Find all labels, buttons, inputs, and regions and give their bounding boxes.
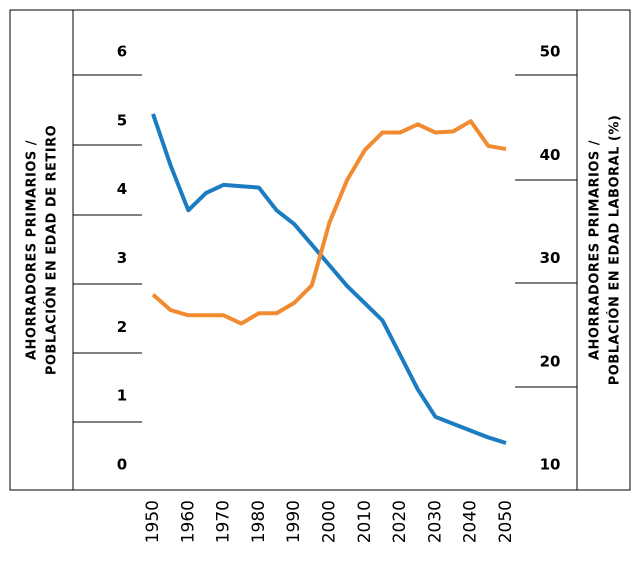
x-tick-label: 1950 [143, 500, 163, 543]
series-line [151, 113, 507, 445]
y2-tick-label: 40 [540, 146, 561, 164]
y-tick-label: 3 [117, 249, 127, 267]
y2-tick-label: 30 [540, 249, 561, 267]
right-separators [515, 74, 577, 388]
x-tick-label: 2000 [320, 500, 340, 543]
y2-axis-label: AHORRADORES PRIMARIOS / POBLACIÓN EN EDA… [588, 115, 623, 386]
x-tick-label: 2050 [496, 500, 516, 543]
y2-axis-label-line: POBLACIÓN EN EDAD LABORAL (%) [607, 115, 623, 386]
x-tick-label: 2020 [390, 500, 410, 543]
y2-tick-label: 50 [540, 43, 561, 61]
y-axis-label-line: AHORRADORES PRIMARIOS / [25, 140, 40, 360]
series-line [151, 119, 507, 326]
y-tick-label: 2 [117, 318, 127, 336]
x-tick-label: 1980 [249, 500, 269, 543]
y2-tick-label: 20 [540, 352, 561, 370]
frame [9, 9, 631, 491]
y2-axis-label-line: AHORRADORES PRIMARIOS / [588, 140, 603, 360]
x-tick-label: 2030 [425, 500, 445, 543]
y-tick-label: 4 [117, 180, 127, 198]
x-tick-label: 1990 [284, 500, 304, 543]
y-axis-label: AHORRADORES PRIMARIOS / POBLACIÓN EN EDA… [25, 125, 60, 375]
x-tick-label: 2010 [355, 500, 375, 543]
y-tick-label: 5 [117, 111, 127, 129]
y-axis-label-line: POBLACIÓN EN EDAD DE RETIRO [44, 125, 60, 375]
x-tick-label: 1970 [214, 500, 234, 543]
y-tick-label: 1 [117, 387, 127, 405]
x-tick-label: 1960 [178, 500, 198, 543]
left-separators [73, 74, 142, 423]
y-tick-label: 0 [117, 456, 127, 474]
y-tick-label: 6 [117, 43, 127, 61]
y2-tick-label: 10 [540, 456, 561, 474]
x-tick-label: 2040 [461, 500, 481, 543]
